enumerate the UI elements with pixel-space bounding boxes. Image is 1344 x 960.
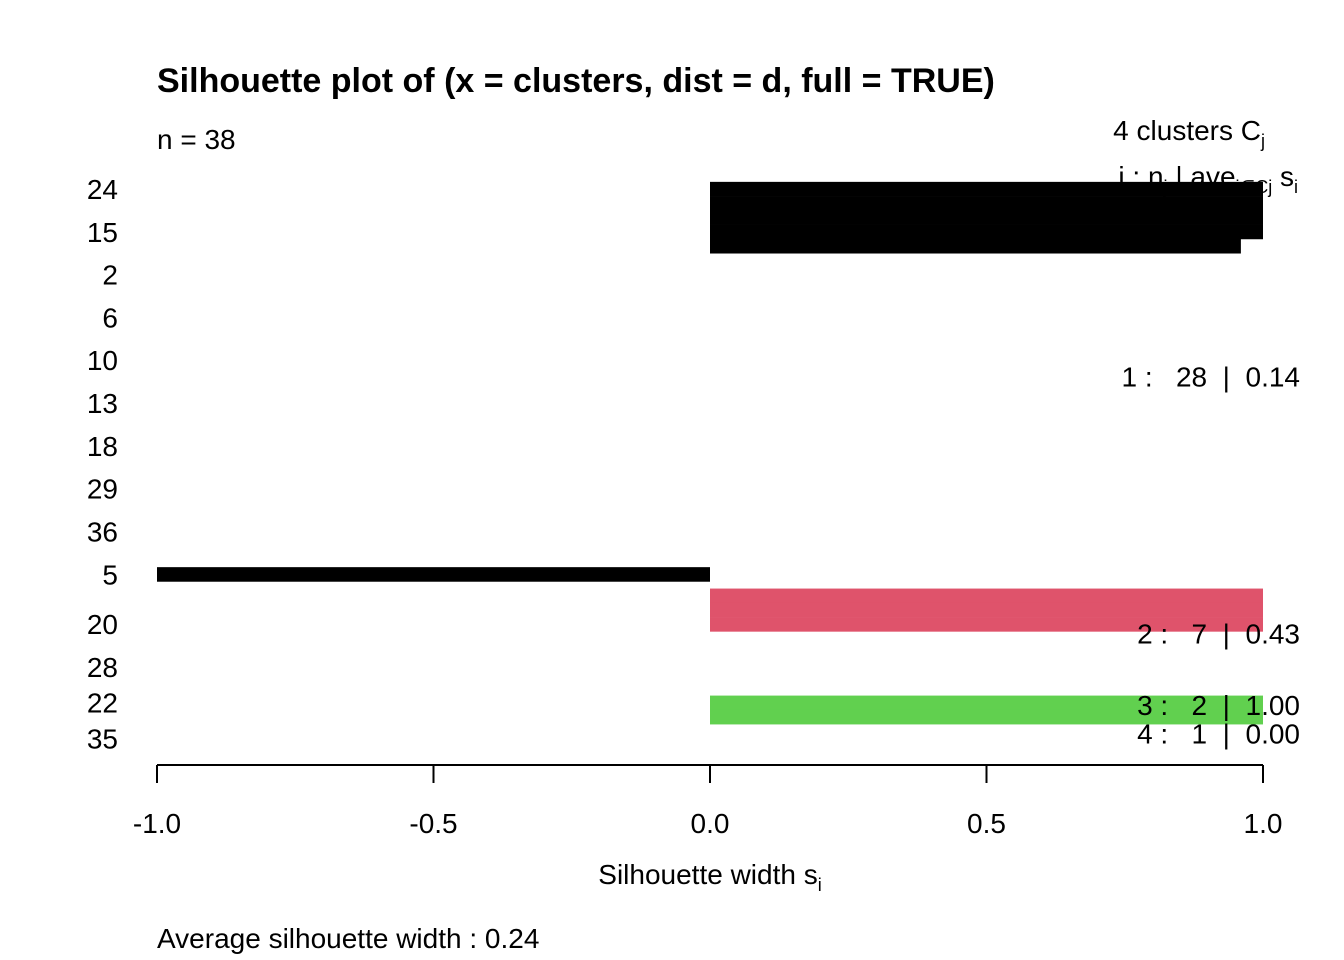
y-tick-label: 20 [87,609,118,640]
bar [710,196,1263,211]
x-tick-label: -1.0 [133,808,181,839]
y-tick-label: 2 [102,260,118,291]
chart-title: Silhouette plot of (x = clusters, dist =… [157,62,995,100]
bar [710,695,1263,711]
y-tick-label: 35 [87,723,118,754]
legend-header-part: 4 clusters C [1113,115,1261,146]
footer: Average silhouette width : 0.24 [157,923,539,954]
cluster-summary: 1 : 28 | 0.14 [1122,362,1301,393]
y-tick-label: 28 [87,652,118,683]
x-axis-title: Silhouette width si [598,859,821,895]
x-tick-label: 0.5 [967,808,1006,839]
y-tick-label: 5 [102,559,118,590]
bar [710,602,1263,618]
y-tick-label: 15 [87,217,118,248]
legend-columns-part: s [1272,161,1294,192]
legend-header-sub: j [1260,131,1265,151]
y-tick-label: 13 [87,388,118,419]
cluster-summary: 3 : 2 | 1.00 [1137,690,1300,721]
x-tick-label: 1.0 [1244,808,1283,839]
bar [710,617,1263,632]
bar [710,238,1241,254]
bar [710,709,1263,725]
y-tick-label: 36 [87,516,118,547]
y-tick-label: 18 [87,431,118,462]
y-tick-label: 6 [102,302,118,333]
x-axis-title-sub: i [818,875,822,895]
y-tick-label: 22 [87,688,118,719]
legend-header: 4 clusters Cj [1113,115,1265,151]
cluster-summary: 2 : 7 | 0.43 [1137,619,1300,650]
legend-columns-sub: i [1294,177,1298,197]
bar [710,210,1263,225]
x-tick-label: -0.5 [409,808,457,839]
subtitle: n = 38 [157,124,236,155]
x-axis-title-part: Silhouette width s [598,859,817,890]
y-tick-label: 24 [87,174,118,205]
x-tick-label: 0.0 [691,808,730,839]
bar [157,567,710,582]
cluster-summary: 4 : 1 | 0.00 [1137,718,1300,749]
bar [710,224,1263,240]
bar [710,588,1263,604]
y-tick-label: 10 [87,345,118,376]
y-tick-label: 29 [87,474,118,505]
bar [710,181,1263,197]
